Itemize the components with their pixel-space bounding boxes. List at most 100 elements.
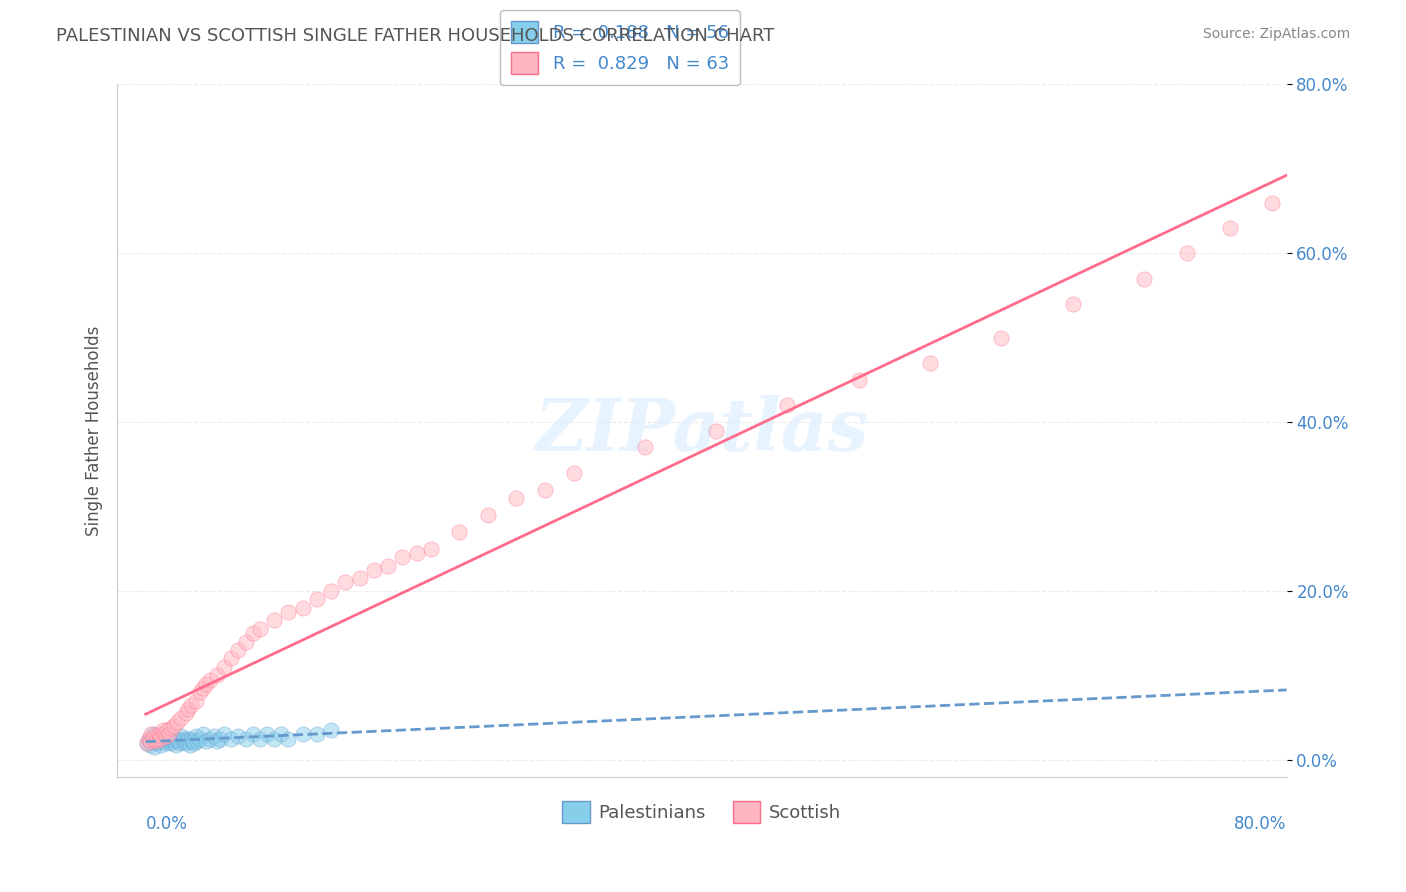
Point [449, 524, 471, 539]
Point [183, 736, 205, 750]
Point [291, 600, 314, 615]
Point [419, 541, 441, 556]
Point [177, 731, 200, 746]
Point [198, 731, 221, 746]
Point [191, 681, 214, 695]
Point [305, 592, 328, 607]
Point [148, 734, 170, 748]
Point [198, 673, 221, 687]
Point [391, 550, 413, 565]
Point [181, 734, 204, 748]
Text: PALESTINIAN VS SCOTTISH SINGLE FATHER HOUSEHOLDS CORRELATION CHART: PALESTINIAN VS SCOTTISH SINGLE FATHER HO… [56, 27, 775, 45]
Point [166, 731, 188, 746]
Point [173, 731, 195, 746]
Text: 80.0%: 80.0% [1234, 814, 1286, 833]
Point [136, 736, 159, 750]
Point [166, 714, 188, 729]
Point [174, 706, 197, 721]
Point [153, 727, 176, 741]
Point [194, 677, 217, 691]
Point [188, 731, 211, 746]
Point [263, 614, 285, 628]
Point [228, 729, 250, 743]
Point [291, 727, 314, 741]
Point [142, 731, 165, 746]
Point [179, 738, 201, 752]
Point [235, 731, 257, 746]
Point [184, 693, 207, 707]
Point [180, 731, 202, 746]
Point [172, 734, 194, 748]
Point [177, 702, 200, 716]
Point [163, 719, 186, 733]
Point [256, 727, 278, 741]
Point [142, 727, 165, 741]
Point [477, 508, 499, 522]
Point [205, 734, 228, 748]
Point [1133, 271, 1156, 285]
Point [157, 727, 180, 741]
Point [335, 575, 357, 590]
Point [149, 731, 172, 746]
Point [138, 731, 160, 746]
Point [634, 441, 657, 455]
Point [277, 731, 299, 746]
Point [242, 626, 264, 640]
Point [704, 424, 727, 438]
Point [219, 731, 242, 746]
Point [163, 731, 186, 746]
Point [212, 660, 235, 674]
Point [139, 734, 162, 748]
Point [319, 583, 342, 598]
Point [363, 563, 385, 577]
Point [184, 729, 207, 743]
Text: ZIPatlas: ZIPatlas [534, 395, 869, 466]
Point [562, 466, 585, 480]
Point [263, 731, 285, 746]
Point [167, 734, 190, 748]
Point [270, 727, 292, 741]
Point [160, 736, 183, 750]
Point [159, 731, 181, 746]
Point [219, 651, 242, 665]
Point [180, 698, 202, 712]
Point [170, 729, 193, 743]
Point [157, 734, 180, 748]
Point [155, 729, 177, 743]
Point [146, 731, 169, 746]
Point [990, 331, 1012, 345]
Point [205, 668, 228, 682]
Point [848, 373, 870, 387]
Point [153, 734, 176, 748]
Point [169, 736, 191, 750]
Point [162, 734, 184, 748]
Point [249, 622, 271, 636]
Point [1175, 246, 1198, 260]
Point [149, 731, 172, 746]
Point [228, 643, 250, 657]
Point [920, 356, 942, 370]
Point [202, 729, 225, 743]
Point [1219, 221, 1241, 235]
Point [242, 727, 264, 741]
Point [143, 729, 166, 743]
Point [186, 734, 208, 748]
Point [1062, 297, 1084, 311]
Point [305, 727, 328, 741]
Point [150, 738, 173, 752]
Point [212, 727, 235, 741]
Text: 0.0%: 0.0% [146, 814, 187, 833]
Point [141, 734, 163, 748]
Point [534, 483, 557, 497]
Point [776, 398, 799, 412]
Point [150, 729, 173, 743]
Text: Source: ZipAtlas.com: Source: ZipAtlas.com [1202, 27, 1350, 41]
Point [156, 723, 179, 738]
Point [141, 727, 163, 741]
Point [152, 723, 174, 738]
Point [136, 736, 159, 750]
Point [249, 731, 271, 746]
Point [277, 605, 299, 619]
Point [405, 546, 427, 560]
Point [165, 738, 187, 752]
